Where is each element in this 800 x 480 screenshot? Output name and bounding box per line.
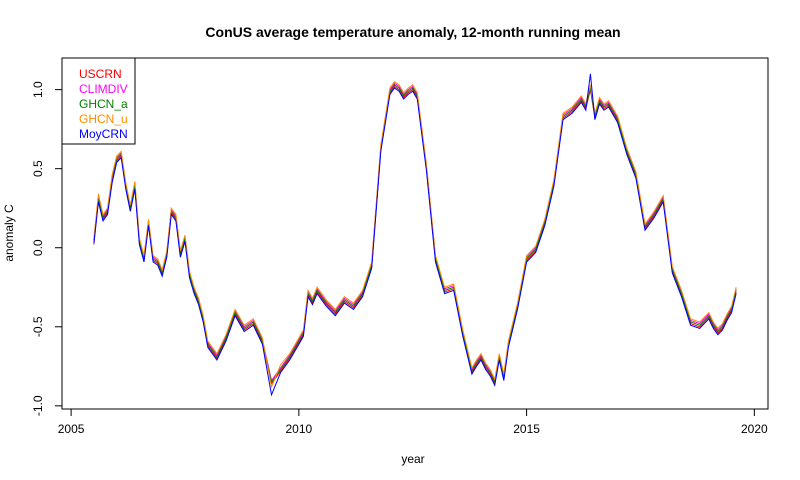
legend-item-uscrn: USCRN xyxy=(79,67,122,81)
y-axis-label: anomaly C xyxy=(2,204,16,262)
y-tick-label: 1.0 xyxy=(31,81,45,98)
legend-item-climdiv: CLIMDIV xyxy=(79,82,128,96)
series-line-moycrn xyxy=(93,73,737,397)
series-line-ghcn-a xyxy=(93,84,737,384)
plot-frame xyxy=(61,57,769,410)
x-tick-label: 2010 xyxy=(286,422,313,436)
x-axis-label: year xyxy=(401,452,424,466)
x-axis: 2005 2010 2015 2020 xyxy=(58,408,768,436)
series-line-uscrn xyxy=(93,85,737,386)
series-line-climdiv xyxy=(93,82,737,383)
x-tick-label: 2020 xyxy=(741,422,768,436)
x-tick-label: 2015 xyxy=(513,422,540,436)
series-group xyxy=(93,73,737,397)
legend-item-moycrn: MoyCRN xyxy=(79,127,128,141)
y-tick-label: 0.0 xyxy=(31,239,45,256)
y-tick-label: -1.0 xyxy=(31,395,45,416)
legend-item-ghcn-u: GHCN_u xyxy=(79,112,128,126)
chart-title: ConUS average temperature anomaly, 12-mo… xyxy=(205,24,620,40)
x-tick-label: 2005 xyxy=(58,422,85,436)
y-axis: -1.0 -0.5 0.0 0.5 1.0 xyxy=(31,81,63,416)
y-tick-label: 0.5 xyxy=(31,160,45,177)
legend-item-ghcn-a: GHCN_a xyxy=(79,97,128,111)
y-tick-label: -0.5 xyxy=(31,316,45,337)
series-line-ghcn-u xyxy=(93,81,737,389)
legend-box xyxy=(61,57,136,145)
